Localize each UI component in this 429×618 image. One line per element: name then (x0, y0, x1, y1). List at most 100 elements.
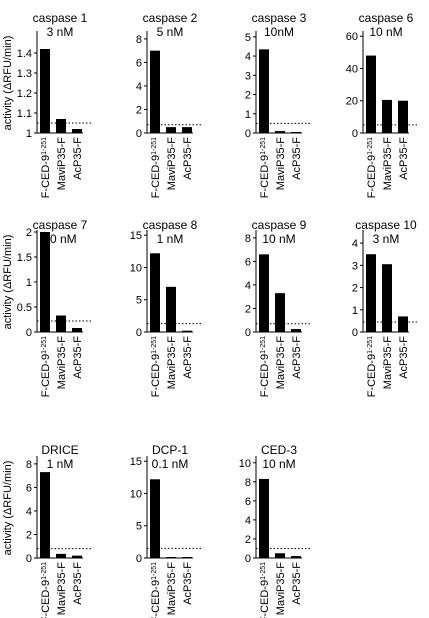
category-superscript: 1-251 (151, 562, 158, 580)
bar-acp35-f (291, 132, 301, 133)
y-tick-label: 1.4 (17, 48, 32, 60)
category-label: F-CED-91-251 (40, 336, 52, 397)
category-superscript: 1-251 (41, 336, 48, 354)
category-label: F-CED-91-251 (150, 336, 162, 397)
bar-acp35-f (72, 328, 82, 332)
bar-mavip35-f (56, 553, 66, 558)
category-label: AcP35-F (72, 562, 84, 605)
bar-acp35-f (291, 329, 301, 332)
panel-caspase-9: caspase 910 nM 0 2 4 6 8 F-CED-91-251 MaviP35-F… (245, 218, 310, 397)
panel-dcp-1: DCP-10.1 nM 0 5 10 15 F-CED-91-251 MaviP35-F Ac… (130, 443, 201, 618)
y-tick-label: 8 (245, 477, 251, 489)
category-superscript: 1-251 (260, 562, 267, 580)
category-label: AcP35-F (291, 562, 303, 605)
category-label: F-CED-91-251 (259, 562, 271, 618)
bar-acp35-f (182, 557, 192, 558)
y-tick-label: 1.1 (17, 108, 32, 120)
panel-title: caspase 6 (359, 11, 414, 25)
bar-f-ced-9 (40, 472, 50, 558)
panel-concentration: 3 nM (47, 25, 74, 39)
bar-mavip35-f (275, 131, 285, 133)
bar-mavip35-f (166, 557, 176, 558)
category-label: MaviP35-F (166, 336, 178, 389)
y-tick-label: 6 (245, 256, 251, 268)
y-tick-label: 0 (136, 327, 142, 339)
category-label: F-CED-91-251 (150, 137, 162, 198)
y-tick-label: 2 (26, 227, 32, 239)
category-label: MaviP35-F (166, 562, 178, 615)
y-tick-label: 6 (26, 482, 32, 494)
category-label: AcP35-F (72, 336, 84, 379)
y-tick-label: 3 (352, 260, 358, 272)
category-label: AcP35-F (182, 562, 194, 605)
bar-acp35-f (291, 556, 301, 558)
bar-mavip35-f (382, 264, 392, 332)
y-tick-label: 2 (26, 529, 32, 541)
category-superscript: 1-251 (151, 137, 158, 155)
category-superscript: 1-251 (260, 336, 267, 354)
category-label: F-CED-91-251 (366, 137, 378, 198)
y-tick-label: 4 (352, 238, 358, 250)
category-label: AcP35-F (182, 336, 194, 379)
y-tick-label: 8 (245, 233, 251, 245)
y-axis-label: activity (ΔRFU/min) (2, 461, 14, 556)
y-tick-label: 0 (352, 327, 358, 339)
bar-f-ced-9 (150, 253, 160, 332)
category-label: AcP35-F (291, 336, 303, 379)
category-label: MaviP35-F (275, 336, 287, 389)
y-tick-label: 6 (136, 57, 142, 69)
y-tick-label: 0 (136, 128, 142, 140)
panel-title: caspase 1 (33, 11, 88, 25)
panel-title: DRICE (41, 443, 78, 457)
panel-title: DCP-1 (152, 443, 188, 457)
category-label: F-CED-91-251 (259, 336, 271, 397)
y-tick-label: 6 (245, 496, 251, 508)
y-tick-label: 4 (245, 280, 251, 292)
y-tick-label: 0 (26, 327, 32, 339)
panel-concentration: 10nM (264, 25, 294, 39)
panel-caspase-7: caspase 710 nM 0 0.5 1 1.5 2 F-CED-91-251 MaviP… (17, 218, 91, 397)
y-tick-label: 1 (245, 109, 251, 121)
panel-title: caspase 8 (143, 218, 198, 232)
y-tick-label: 0 (245, 327, 251, 339)
bar-acp35-f (72, 555, 82, 558)
y-tick-label: 4 (26, 506, 32, 518)
panel-ced-3: CED-310 nM 0 2 4 6 8 10 F-CED-91-251 MaviP35-F Ac… (239, 443, 310, 618)
bar-mavip35-f (56, 119, 66, 133)
panel-concentration: 10 nM (43, 232, 76, 246)
category-superscript: 1-251 (367, 336, 374, 354)
y-tick-label: 1.2 (17, 88, 32, 100)
category-superscript: 1-251 (260, 137, 267, 155)
category-label: F-CED-91-251 (40, 137, 52, 198)
panel-title: caspase 7 (33, 218, 88, 232)
y-tick-label: 1 (352, 305, 358, 317)
y-tick-label: 1 (26, 128, 32, 140)
panel-title: caspase 3 (252, 11, 307, 25)
y-tick-label: 0 (352, 128, 358, 140)
category-label: MaviP35-F (56, 562, 68, 615)
bar-mavip35-f (275, 553, 285, 558)
y-axis-label: activity (ΔRFU/min) (2, 36, 14, 131)
y-tick-label: 4 (245, 51, 251, 63)
y-tick-label: 2 (245, 303, 251, 315)
y-tick-label: 5 (136, 295, 142, 307)
bar-acp35-f (398, 100, 408, 133)
y-tick-label: 10 (130, 488, 142, 500)
bar-mavip35-f (166, 286, 176, 332)
y-tick-label: 0 (245, 128, 251, 140)
y-tick-label: 40 (346, 63, 358, 75)
category-label: AcP35-F (398, 137, 410, 180)
panel-concentration: 0.1 nM (152, 457, 189, 471)
category-label: F-CED-91-251 (150, 562, 162, 618)
category-label: MaviP35-F (56, 137, 68, 190)
category-superscript: 1-251 (367, 137, 374, 155)
category-label: MaviP35-F (275, 137, 287, 190)
y-tick-label: 10 (239, 458, 251, 470)
panel-caspase-6: caspase 610 nM 0 20 40 60 F-CED-91-251 MaviP35… (346, 11, 417, 198)
bar-f-ced-9 (366, 254, 376, 332)
bar-acp35-f (398, 316, 408, 332)
bar-f-ced-9 (150, 479, 160, 558)
